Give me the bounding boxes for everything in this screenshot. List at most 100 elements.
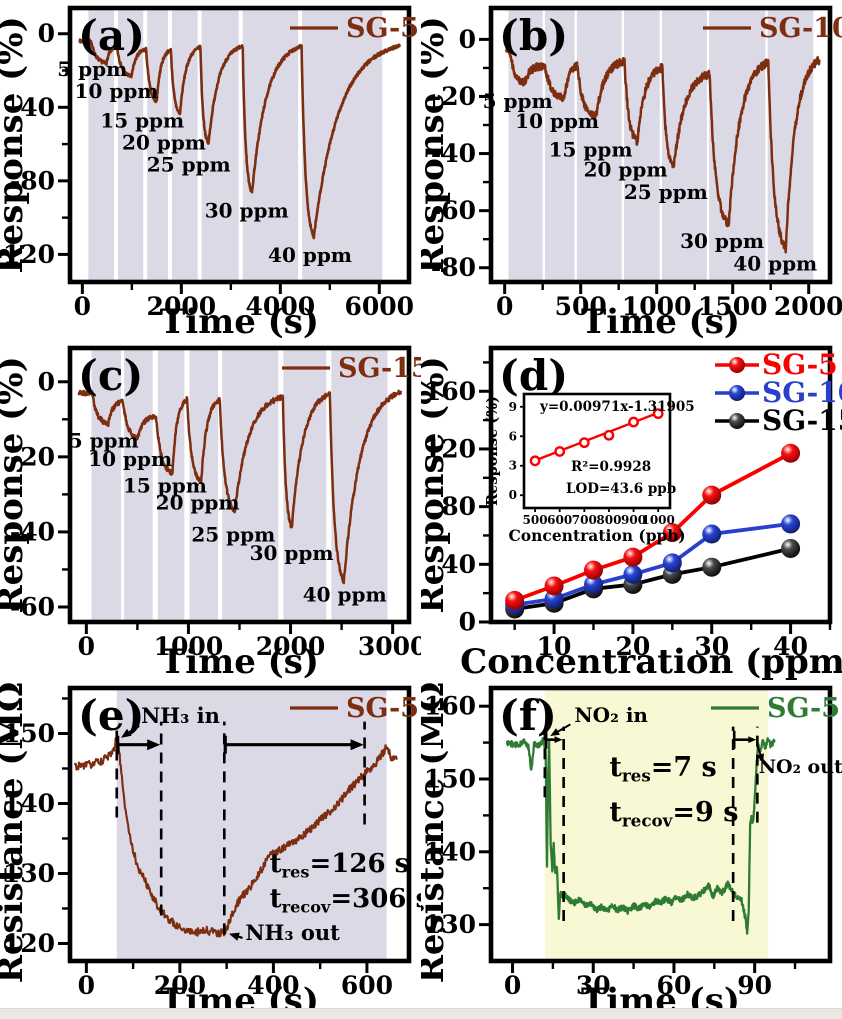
data-point-SG-5 bbox=[662, 523, 682, 543]
gas-exposure-band bbox=[624, 8, 660, 282]
chart-text: 500 bbox=[555, 292, 607, 321]
chart-text: Concentration (ppb) bbox=[508, 526, 685, 545]
plot-border bbox=[67, 345, 412, 625]
chart-text: 700 bbox=[572, 513, 597, 527]
chart-text: 1500 bbox=[698, 292, 768, 321]
gas-exposure-band bbox=[544, 8, 575, 282]
panel-c-chart: 0 1000 2000 3000 Time (s) 0 -20 -40 -60Response … bbox=[0, 345, 421, 680]
x-axis: 0 1000 2000 3000 Time (s) bbox=[78, 624, 421, 680]
gas-exposure-band bbox=[508, 8, 543, 282]
chart-text: 6 bbox=[509, 429, 517, 443]
plot-area bbox=[505, 443, 801, 619]
chart-text: 150 bbox=[3, 719, 55, 748]
x-axis: 0 500 1000 1500 2000 Time (s) bbox=[496, 284, 842, 340]
chart-text: 0 bbox=[78, 632, 95, 661]
chart-text: trecov=9 s bbox=[609, 797, 738, 830]
chart-text: 30 bbox=[694, 632, 729, 661]
chart-text: 80 bbox=[441, 492, 476, 521]
inset-data-point bbox=[652, 408, 664, 420]
chart-text: Time (s) bbox=[160, 302, 319, 340]
chart-text: 15 ppm bbox=[100, 109, 184, 133]
data-point-SG-5 bbox=[505, 590, 525, 610]
chart-text: 0 bbox=[78, 971, 95, 1000]
chart-text: 800 bbox=[596, 513, 621, 527]
chart-text: SG-5 bbox=[346, 13, 419, 44]
panel-a-chart: 0 2000 4000 6000 Time (s) 0 -40 -80 -120Response… bbox=[0, 5, 419, 340]
chart-text: Time (s) bbox=[160, 642, 319, 680]
bottom-strip bbox=[0, 1008, 842, 1019]
chart-text: 600 bbox=[547, 513, 572, 527]
chart-text: 3000 bbox=[358, 632, 421, 661]
panel-a: 0 2000 4000 6000 Time (s) 0 -40 -80 -120Response… bbox=[0, 0, 421, 340]
chart-text: Resistance (MΩ) bbox=[421, 680, 452, 983]
panel-b-chart: 0 500 1000 1500 2000 Time (s) 0 -20 -40 -60 -80Res… bbox=[421, 5, 842, 340]
arrow-head bbox=[147, 739, 161, 751]
gas-exposure-band bbox=[283, 348, 327, 622]
chart-text: 0 bbox=[459, 608, 476, 637]
chart-text: -40 bbox=[10, 93, 55, 122]
chart-text: Concentration (ppm) bbox=[460, 642, 842, 680]
data-point-SG-10 bbox=[702, 524, 722, 544]
chart-text: 600 bbox=[341, 971, 393, 1000]
plot-area bbox=[505, 688, 776, 961]
legend: SG-5 bbox=[290, 693, 419, 724]
arrow-head bbox=[121, 728, 132, 738]
chart-text: -120 bbox=[0, 240, 55, 269]
chart-text: -20 bbox=[10, 442, 55, 471]
chart-text: 130 bbox=[424, 910, 476, 939]
chart-text: 20 ppm bbox=[122, 131, 206, 155]
arrow-head bbox=[756, 753, 764, 763]
chart-text: 90 bbox=[737, 971, 772, 1000]
chart-text: 0 bbox=[459, 25, 476, 54]
chart-text: R²=0.9928 bbox=[571, 459, 651, 475]
data-point-SG-10 bbox=[781, 514, 801, 534]
chart-text: 30 bbox=[576, 971, 611, 1000]
panel-d: 10 20 30 40 Concentration (ppm) 0 40 80 120 160 Re… bbox=[421, 340, 842, 680]
chart-text: 150 bbox=[424, 765, 476, 794]
chart-text: (f) bbox=[499, 691, 557, 740]
chart-text: NO₂ in bbox=[574, 703, 648, 727]
arrow-head bbox=[229, 932, 240, 941]
legend: SG-5SG-10SG-15 bbox=[715, 348, 842, 437]
chart-text: SG-10 bbox=[759, 13, 842, 44]
plot-border bbox=[67, 5, 412, 285]
gas-exposure-band bbox=[189, 348, 219, 622]
data-point-SG-5 bbox=[623, 547, 643, 567]
chart-text: NH₃ out bbox=[245, 920, 340, 945]
chart-text: 25 ppm bbox=[624, 180, 708, 204]
chart-text: 2000 bbox=[256, 632, 326, 661]
chart-text: SG-15 bbox=[338, 353, 421, 384]
inset-data-point bbox=[603, 429, 615, 441]
chart-text: 10 ppm bbox=[515, 109, 599, 133]
chart-text: 25 ppm bbox=[191, 522, 275, 546]
chart-text: 30 ppm bbox=[250, 541, 334, 565]
panel-b: 0 500 1000 1500 2000 Time (s) 0 -20 -40 -60 -80 Res… bbox=[421, 0, 842, 340]
chart-text: 2000 bbox=[147, 292, 217, 321]
gas-exposure-band bbox=[242, 8, 299, 282]
plot-area bbox=[504, 8, 821, 282]
plot-border bbox=[67, 685, 412, 964]
gas-exposure-band bbox=[222, 348, 279, 622]
series-SG-10 bbox=[504, 43, 821, 254]
inset-data-point bbox=[529, 455, 541, 467]
arrow-head bbox=[748, 736, 757, 743]
chart-text: -80 bbox=[10, 166, 55, 195]
chart-text: 40 ppm bbox=[303, 582, 387, 606]
chart-text: NO₂ out bbox=[759, 756, 842, 778]
chart-text: 0 bbox=[38, 367, 55, 396]
chart-text: SG-5 bbox=[767, 693, 840, 724]
chart-text: Resistance (MΩ) bbox=[0, 680, 31, 983]
chart-text: -40 bbox=[10, 517, 55, 546]
chart-text: 0 bbox=[509, 488, 517, 502]
data-point-SG-10 bbox=[544, 589, 564, 609]
chart-text: 15 ppm bbox=[123, 474, 207, 498]
chart-text: -60 bbox=[10, 592, 55, 621]
chart-text: 130 bbox=[3, 859, 55, 888]
chart-text: 10 ppm bbox=[75, 79, 159, 103]
chart-text: 15 ppm bbox=[549, 137, 633, 161]
